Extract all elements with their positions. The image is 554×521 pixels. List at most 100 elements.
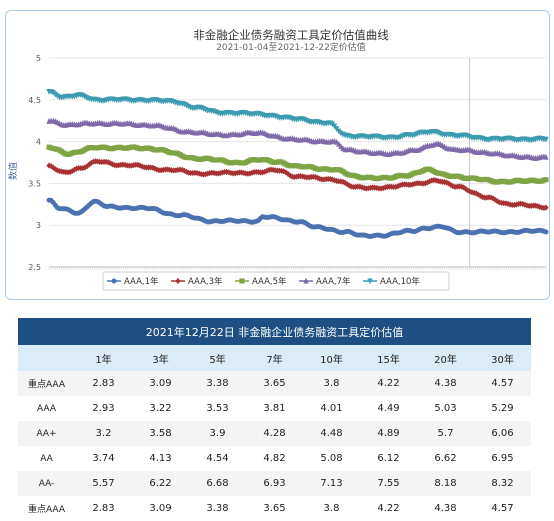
table-cell: 4.54 <box>189 446 246 471</box>
y-tick-label: 3.5 <box>28 179 41 188</box>
column-header <box>18 345 75 371</box>
table-cell: 3.2 <box>75 421 132 446</box>
table-cell: 6.06 <box>474 421 531 446</box>
table-cell: 4.49 <box>360 396 417 421</box>
table-cell: 3.22 <box>132 396 189 421</box>
row-label: AA <box>18 446 75 471</box>
series-2 <box>46 158 549 212</box>
table-cell: 4.57 <box>474 371 531 396</box>
legend-label: AAA,3年 <box>188 276 223 287</box>
data-point <box>543 229 549 235</box>
table-row: 重点AAA 2.83 3.09 3.38 3.65 3.8 4.22 4.38 4.57 <box>18 496 531 521</box>
table-cell: 3.9 <box>189 421 246 446</box>
table-cell: 3.81 <box>246 396 303 421</box>
table-cell: 3.58 <box>132 421 189 446</box>
table-cell: 3.8 <box>303 371 360 396</box>
table-cell: 2.93 <box>75 396 132 421</box>
table-cell: 3.09 <box>132 496 189 521</box>
table-cell: 4.28 <box>246 421 303 446</box>
table-row: AA+ 3.2 3.58 3.9 4.28 4.48 4.89 5.7 6.06 <box>18 421 531 446</box>
table-row: AA- 5.57 6.22 6.68 6.93 7.13 7.55 8.18 8.32 <box>18 471 531 496</box>
table-cell: 3.8 <box>303 496 360 521</box>
table-cell: 3.38 <box>189 496 246 521</box>
table-cell: 4.13 <box>132 446 189 471</box>
series-3 <box>46 144 549 185</box>
y-tick-label: 5 <box>36 54 41 63</box>
column-header: 10年 <box>303 345 360 371</box>
column-header: 7年 <box>246 345 303 371</box>
legend-marker <box>303 277 309 284</box>
table-cell: 6.12 <box>360 446 417 471</box>
valuation-table-wrap: 2021年12月22日 非金融企业债务融资工具定价估值 1年 3年 5年 7年 10年 1… <box>18 318 531 521</box>
row-label: AA+ <box>18 421 75 446</box>
table-cell: 3.09 <box>132 371 189 396</box>
column-header: 5年 <box>189 345 246 371</box>
data-point <box>50 164 56 171</box>
y-tick-label: 3 <box>36 221 41 230</box>
y-tick-label: 4 <box>36 138 41 147</box>
table-cell: 3.65 <box>246 371 303 396</box>
table-cell: 5.03 <box>417 396 474 421</box>
table-cell: 5.57 <box>75 471 132 496</box>
table-cell: 4.48 <box>303 421 360 446</box>
data-point <box>336 140 342 147</box>
table-cell: 5.7 <box>417 421 474 446</box>
table-cell: 6.93 <box>246 471 303 496</box>
legend-label: AAA,7年 <box>316 276 351 287</box>
table-cell: 2.83 <box>75 496 132 521</box>
table-cell: 6.22 <box>132 471 189 496</box>
column-header: 20年 <box>417 345 474 371</box>
valuation-table: 2021年12月22日 非金融企业债务融资工具定价估值 1年 3年 5年 7年 10年 1… <box>18 318 531 521</box>
legend-item[interactable]: AAA,1年 <box>107 276 159 287</box>
table-caption: 2021年12月22日 非金融企业债务融资工具定价估值 <box>18 318 531 345</box>
legend-marker <box>175 277 181 285</box>
table-cell: 8.18 <box>417 471 474 496</box>
legend-item[interactable]: AAA,3年 <box>171 276 223 287</box>
series-5 <box>46 88 549 144</box>
table-cell: 2.83 <box>75 371 132 396</box>
legend-item[interactable]: AAA,10年 <box>363 276 420 287</box>
table-cell: 4.38 <box>417 371 474 396</box>
table-header-row: 1年 3年 5年 7年 10年 15年 20年 30年 <box>18 345 531 371</box>
column-header: 1年 <box>75 345 132 371</box>
legend-label: AAA,5年 <box>252 276 287 287</box>
row-label: AA- <box>18 471 75 496</box>
legend: AAA,1年 AAA,3年 AAA,5年 AAA,7年 AAA,10年 <box>102 271 450 291</box>
table-cell: 5.08 <box>303 446 360 471</box>
table-cell: 7.13 <box>303 471 360 496</box>
table-cell: 3.53 <box>189 396 246 421</box>
table-cell: 5.29 <box>474 396 531 421</box>
table-cell: 8.32 <box>474 471 531 496</box>
table-row: 重点AAA 2.83 3.09 3.38 3.65 3.8 4.22 4.38 4.57 <box>18 371 531 396</box>
table-body: 重点AAA 2.83 3.09 3.38 3.65 3.8 4.22 4.38 4.57 AAA 2… <box>18 371 531 521</box>
y-axis-label: 数值 <box>7 162 19 180</box>
series-1 <box>46 197 549 239</box>
y-tick-label: 4.5 <box>28 96 41 105</box>
column-header: 15年 <box>360 345 417 371</box>
table-cell: 4.38 <box>417 496 474 521</box>
series-layer <box>46 88 549 239</box>
table-cell: 4.82 <box>246 446 303 471</box>
chart-title: 非金融企业债务融资工具定价估值曲线 <box>193 28 389 42</box>
series-4 <box>46 117 549 161</box>
table-cell: 4.01 <box>303 396 360 421</box>
line-chart: 非金融企业债务融资工具定价估值曲线 2021-01-04至2021-12-22定… <box>7 28 549 291</box>
column-header: 3年 <box>132 345 189 371</box>
row-label: 重点AAA <box>18 371 75 396</box>
legend-item[interactable]: AAA,7年 <box>299 276 351 287</box>
table-cell: 6.68 <box>189 471 246 496</box>
data-point <box>285 170 291 178</box>
column-header: 30年 <box>474 345 531 371</box>
legend-label: AAA,1年 <box>124 276 159 287</box>
table-row: AAA 2.93 3.22 3.53 3.81 4.01 4.49 5.03 5.29 <box>18 396 531 421</box>
row-label: AAA <box>18 396 75 421</box>
legend-label: AAA,10年 <box>380 276 420 287</box>
table-cell: 4.89 <box>360 421 417 446</box>
row-label: 重点AAA <box>18 496 75 521</box>
table-cell: 6.62 <box>417 446 474 471</box>
chart-subtitle: 2021-01-04至2021-12-22定价估值 <box>216 41 366 53</box>
data-point <box>543 204 549 211</box>
legend-item[interactable]: AAA,5年 <box>235 276 287 287</box>
x-axis-ticks <box>48 267 547 270</box>
table-cell: 3.65 <box>246 496 303 521</box>
